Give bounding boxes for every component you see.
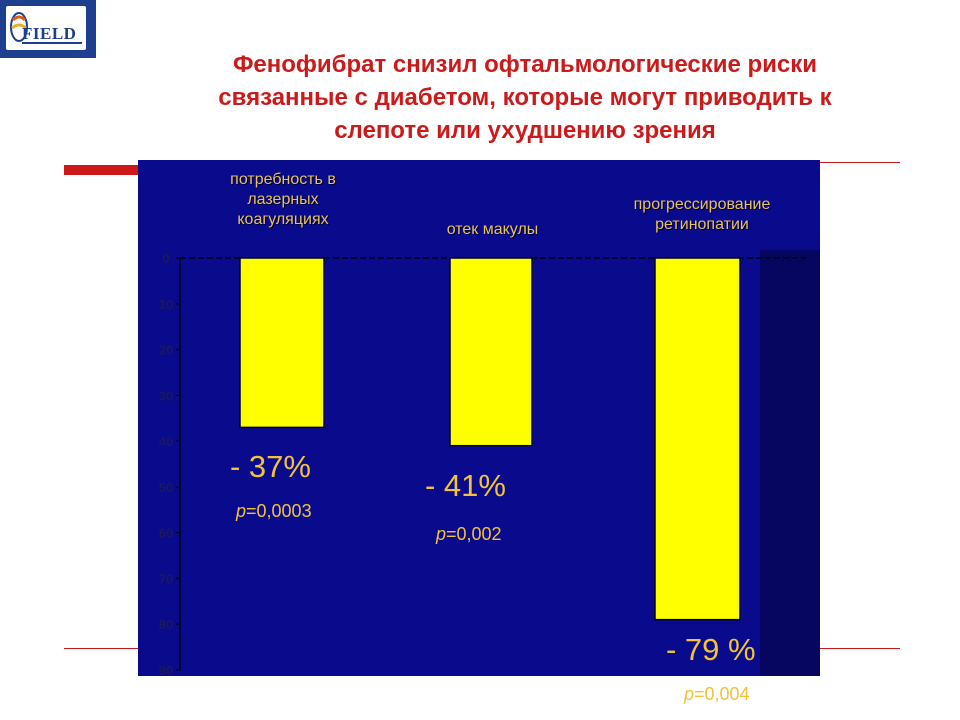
y-tick-label: 50: [159, 480, 173, 495]
value-label: - 37%: [230, 449, 311, 485]
bars: [239, 257, 741, 621]
y-tick-label: 10: [159, 297, 173, 312]
category-label: отек макулы: [446, 221, 539, 238]
p-value-label: p=0,0003: [236, 501, 312, 522]
y-tick-label: 30: [159, 388, 173, 403]
category-label: потребность в лазерных коагуляциях: [230, 171, 336, 228]
field-logo: FIELD: [0, 0, 96, 58]
slide-title: Фенофибрат снизил офтальмологические рис…: [218, 51, 832, 144]
p-value: =0,0003: [246, 501, 312, 522]
logo-text: FIELD: [22, 24, 77, 43]
y-tick-label: 0: [162, 251, 169, 266]
logo-badge: FIELD: [6, 6, 86, 50]
y-tick-label: 60: [159, 526, 173, 541]
p-value: =0,004: [694, 683, 750, 704]
p-symbol: p: [684, 683, 695, 704]
p-value-label: p=0,002: [436, 524, 502, 545]
p-symbol: p: [436, 523, 447, 544]
bar-2: [449, 257, 533, 447]
value-label: - 79 %: [666, 631, 756, 667]
y-tick-label: 80: [159, 617, 173, 632]
red-rule-top-thick: [64, 165, 144, 175]
plot-background-right: [760, 250, 820, 676]
bar-1: [239, 257, 325, 429]
y-tick-label: 70: [159, 571, 173, 586]
y-tick-label: 90: [159, 663, 173, 678]
bar-3: [654, 257, 741, 621]
logo-underline: [22, 42, 82, 44]
value-label: - 41%: [425, 467, 506, 503]
y-tick-label: 20: [159, 343, 173, 358]
globe-emblem-icon: [10, 12, 28, 42]
category-label: прогрессирование ретинопатии: [633, 196, 771, 233]
p-value: =0,002: [446, 523, 502, 544]
p-symbol: p: [236, 501, 247, 522]
p-value-label: p=0,004: [684, 684, 750, 705]
y-tick-label: 40: [159, 434, 173, 449]
